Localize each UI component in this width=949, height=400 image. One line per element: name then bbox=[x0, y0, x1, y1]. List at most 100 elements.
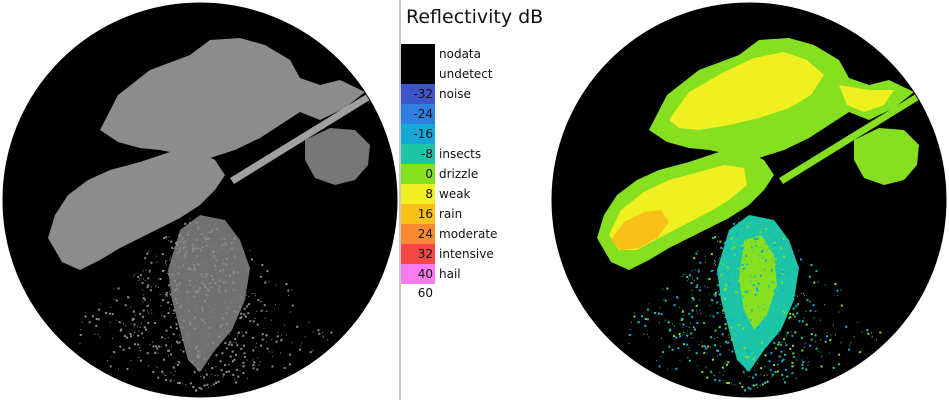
color-speckle bbox=[658, 365, 661, 368]
gray-speckle bbox=[203, 236, 206, 239]
color-speckle bbox=[801, 363, 804, 366]
color-speckle bbox=[720, 273, 723, 276]
gray-speckle bbox=[195, 244, 197, 246]
gray-speckle bbox=[169, 291, 171, 293]
color-speckle bbox=[764, 268, 766, 270]
gray-speckle bbox=[205, 369, 207, 371]
color-speckle bbox=[783, 315, 785, 317]
color-speckle bbox=[723, 289, 726, 292]
color-speckle bbox=[814, 310, 816, 312]
gray-speckle bbox=[219, 238, 221, 240]
color-speckle bbox=[696, 365, 698, 367]
color-speckle bbox=[702, 352, 704, 354]
color-speckle bbox=[729, 349, 731, 351]
gray-speckle bbox=[174, 371, 176, 373]
color-speckle bbox=[718, 326, 721, 329]
color-speckle bbox=[774, 258, 777, 261]
color-speckle bbox=[745, 278, 747, 280]
color-speckle bbox=[774, 291, 776, 293]
color-speckle bbox=[774, 263, 777, 266]
color-speckle bbox=[709, 305, 711, 307]
color-speckle bbox=[752, 384, 755, 387]
gray-speckle bbox=[222, 281, 225, 284]
gray-speckle bbox=[257, 299, 260, 302]
color-speckle bbox=[830, 334, 832, 336]
color-speckle bbox=[778, 317, 780, 319]
gray-speckle bbox=[185, 384, 187, 386]
color-speckle bbox=[759, 286, 762, 289]
gray-speckle bbox=[195, 328, 197, 330]
gray-speckle bbox=[242, 334, 245, 337]
gray-speckle bbox=[215, 243, 217, 245]
gray-speckle bbox=[238, 305, 241, 308]
color-speckle bbox=[741, 263, 744, 266]
color-speckle bbox=[769, 324, 772, 327]
gray-speckle bbox=[259, 301, 261, 303]
gray-speckle bbox=[327, 339, 329, 341]
color-speckle bbox=[644, 324, 647, 327]
gray-speckle bbox=[246, 378, 248, 380]
gray-speckle bbox=[210, 384, 212, 386]
color-speckle bbox=[782, 271, 785, 274]
color-speckle bbox=[722, 374, 724, 376]
color-speckle bbox=[774, 274, 776, 276]
gray-speckle bbox=[186, 291, 189, 294]
color-speckle bbox=[760, 246, 762, 248]
color-speckle bbox=[879, 331, 882, 334]
gray-speckle bbox=[175, 241, 178, 244]
color-speckle bbox=[743, 221, 746, 224]
gray-speckle bbox=[201, 309, 204, 312]
color-speckle bbox=[778, 355, 781, 358]
color-speckle bbox=[758, 306, 760, 308]
color-speckle bbox=[753, 239, 755, 241]
gray-speckle bbox=[197, 353, 200, 356]
gray-speckle bbox=[249, 320, 252, 323]
color-speckle bbox=[850, 342, 852, 344]
color-speckle bbox=[817, 351, 819, 353]
gray-speckle bbox=[232, 277, 234, 279]
gray-speckle bbox=[287, 289, 290, 292]
gray-speckle bbox=[232, 373, 235, 376]
color-speckle bbox=[780, 360, 783, 363]
color-speckle bbox=[737, 229, 739, 231]
color-speckle bbox=[714, 264, 716, 266]
color-speckle bbox=[637, 321, 640, 324]
gray-speckle bbox=[244, 315, 247, 318]
gray-speckle bbox=[193, 267, 196, 270]
color-speckle bbox=[677, 297, 679, 299]
gray-speckle bbox=[180, 307, 182, 309]
color-speckle bbox=[746, 263, 749, 266]
gray-speckle bbox=[161, 336, 164, 339]
gray-speckle bbox=[210, 373, 212, 375]
color-speckle bbox=[706, 287, 708, 289]
color-speckle bbox=[683, 314, 685, 316]
color-speckle bbox=[745, 305, 747, 307]
gray-speckle bbox=[188, 267, 191, 270]
gray-speckle bbox=[144, 279, 146, 281]
gray-speckle bbox=[231, 247, 234, 250]
gray-speckle bbox=[97, 308, 100, 311]
color-speckle bbox=[714, 236, 717, 239]
gray-speckle bbox=[170, 353, 173, 356]
gray-speckle bbox=[109, 322, 111, 324]
color-speckle bbox=[723, 263, 725, 265]
gray-speckle bbox=[211, 229, 214, 232]
gray-speckle bbox=[119, 329, 122, 332]
gray-speckle bbox=[263, 327, 265, 329]
color-speckle bbox=[845, 325, 848, 328]
gray-speckle bbox=[222, 262, 225, 265]
color-speckle bbox=[774, 347, 777, 350]
gray-speckle bbox=[146, 352, 149, 355]
gray-speckle bbox=[179, 307, 181, 309]
color-speckle bbox=[701, 345, 704, 348]
color-speckle bbox=[781, 373, 784, 376]
gray-speckle bbox=[192, 261, 194, 263]
color-speckle bbox=[768, 326, 771, 329]
color-speckle bbox=[733, 240, 736, 243]
gray-speckle bbox=[201, 319, 204, 322]
legend-category: noise bbox=[439, 87, 471, 101]
gray-speckle bbox=[178, 381, 181, 384]
gray-speckle bbox=[194, 238, 196, 240]
gray-speckle bbox=[192, 246, 195, 249]
gray-speckle bbox=[260, 309, 263, 312]
